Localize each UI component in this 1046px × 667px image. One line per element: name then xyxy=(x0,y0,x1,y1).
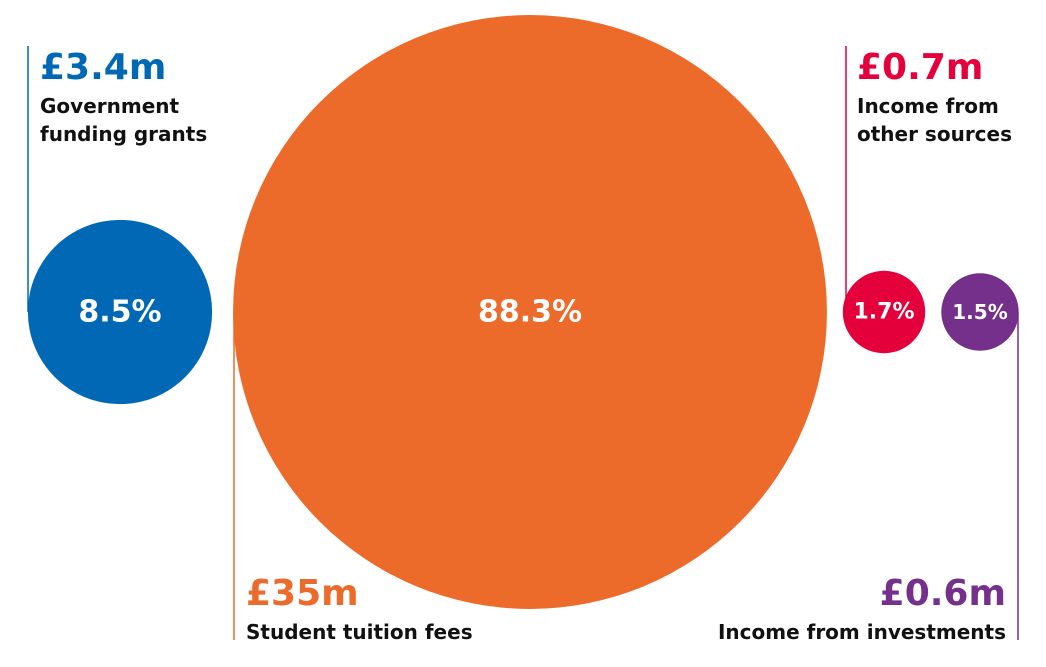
percent-label: 88.3% xyxy=(478,295,582,330)
percent-label: 1.5% xyxy=(952,300,1007,324)
percent-label: 1.7% xyxy=(853,300,914,325)
amount-label: £0.6m xyxy=(879,573,1006,614)
bubble xyxy=(842,270,926,354)
amount-label: £0.7m xyxy=(857,47,984,88)
amount-label: £35m xyxy=(246,573,359,614)
percent-label: 8.5% xyxy=(78,295,161,330)
bubble xyxy=(27,219,213,405)
category-label: Student tuition fees xyxy=(246,620,473,644)
bubble xyxy=(233,15,827,609)
category-label: Income from other sources xyxy=(857,94,1012,146)
amount-label: £3.4m xyxy=(40,47,167,88)
category-label: Government funding grants xyxy=(40,94,208,146)
bubble xyxy=(941,273,1019,351)
category-label: Income from investments xyxy=(717,620,1006,644)
